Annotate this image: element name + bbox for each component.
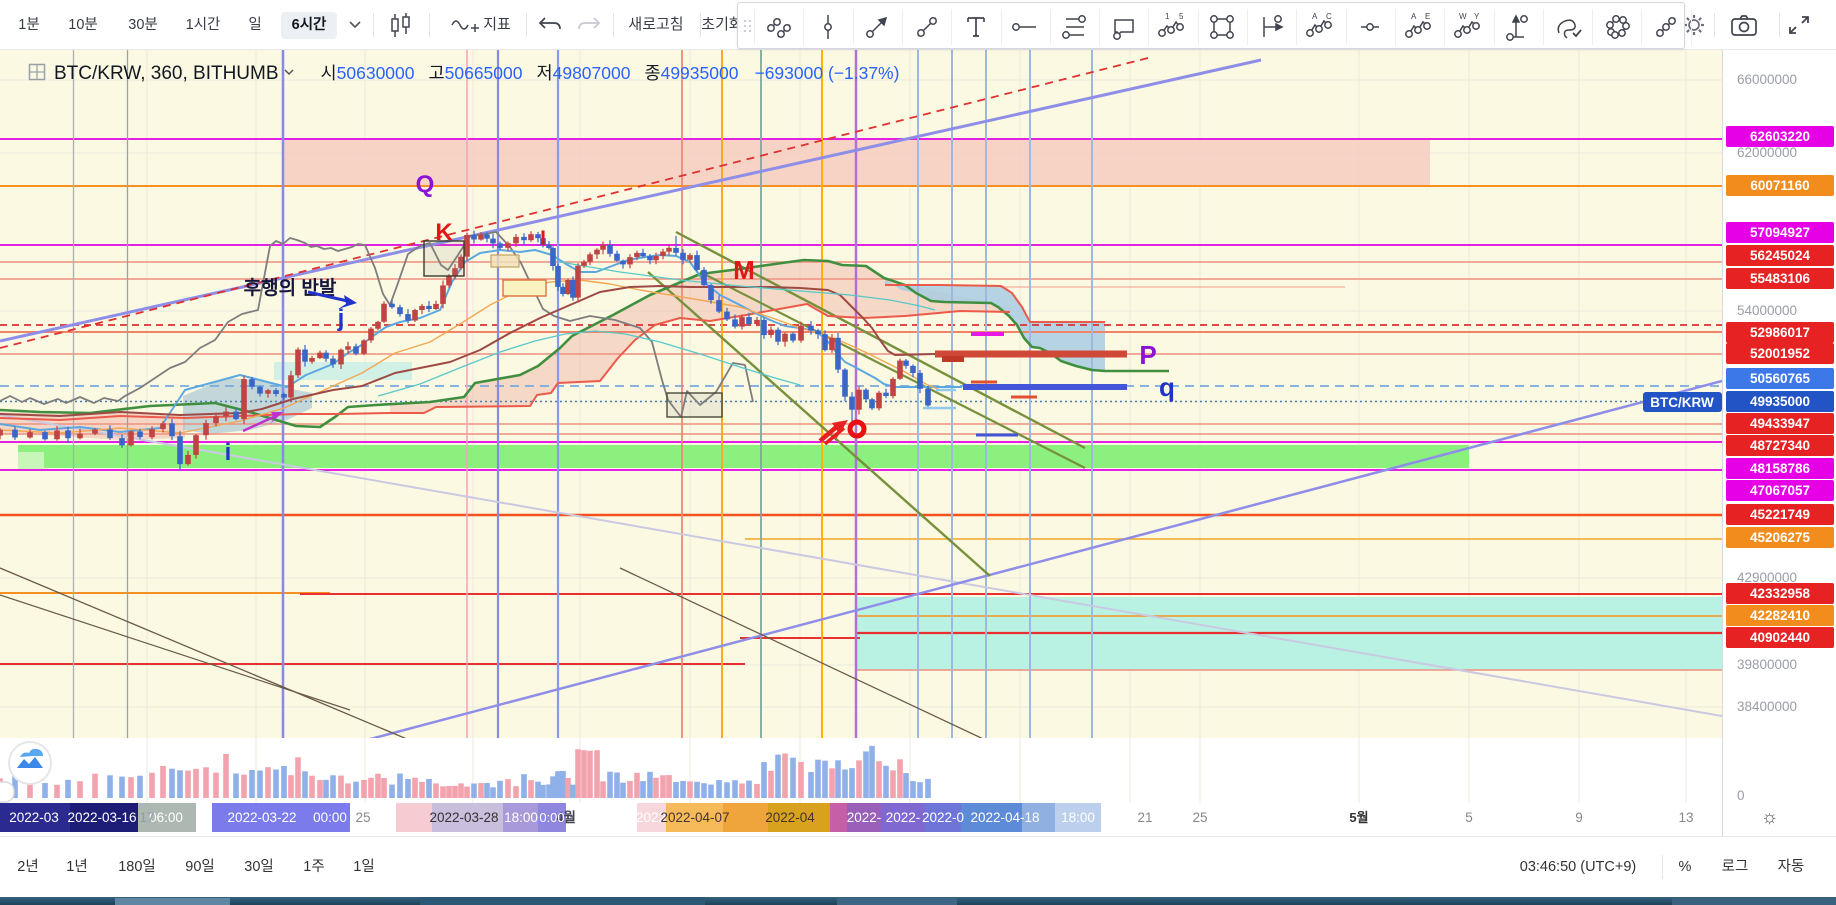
svg-text:A: A xyxy=(1411,12,1417,21)
svg-text:M: M xyxy=(733,255,755,285)
svg-text:I: I xyxy=(540,227,546,250)
svg-text:K: K xyxy=(435,219,453,246)
svg-text:E: E xyxy=(1425,12,1430,21)
svg-text:5: 5 xyxy=(1179,12,1184,21)
svg-text:BTC/KRW: BTC/KRW xyxy=(1650,395,1714,410)
svg-text:Q: Q xyxy=(416,171,435,198)
svg-text:P: P xyxy=(1139,340,1156,370)
svg-text:Y: Y xyxy=(1474,12,1480,21)
svg-text:q: q xyxy=(1159,372,1175,402)
svg-text:A: A xyxy=(1312,12,1318,21)
svg-text:W: W xyxy=(1459,12,1467,21)
svg-text:1: 1 xyxy=(1165,12,1170,21)
svg-text:C: C xyxy=(1326,12,1332,21)
svg-text:i: i xyxy=(225,439,232,466)
svg-text:j: j xyxy=(337,305,345,332)
